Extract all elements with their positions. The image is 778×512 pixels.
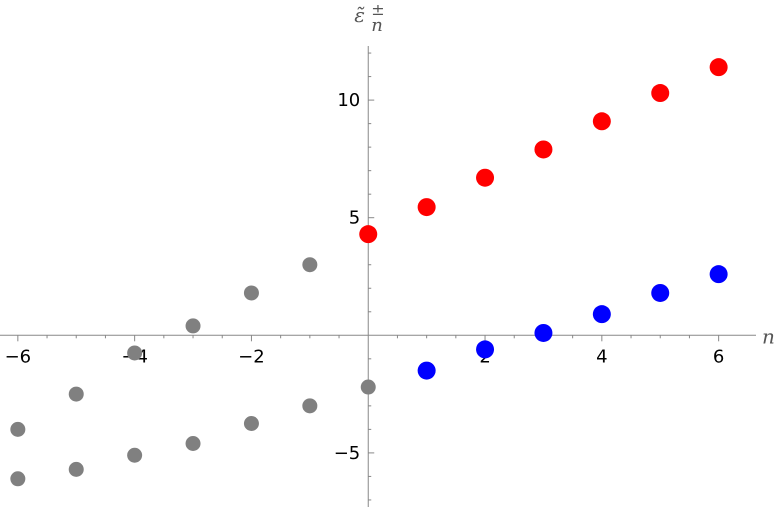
data-point [592, 112, 611, 131]
x-axis-label: n [762, 324, 775, 348]
data-point [534, 323, 553, 342]
data-point [68, 461, 84, 477]
y-tick-label: −5 [334, 443, 361, 464]
data-point [359, 225, 378, 244]
y-axis-label-base: ε̃ [354, 3, 365, 27]
x-tick-label: −2 [238, 346, 265, 367]
data-point [243, 285, 259, 301]
data-point [651, 283, 670, 302]
data-point [476, 168, 495, 187]
y-axis-label-superscript: ± [371, 0, 384, 19]
data-point [592, 305, 611, 324]
data-point [709, 265, 728, 284]
axes [0, 46, 756, 507]
data-points [10, 58, 728, 487]
x-ticks: −6−4−2246 [5, 335, 724, 367]
x-tick-label: 4 [596, 346, 607, 367]
data-point [127, 345, 143, 361]
data-point [417, 198, 436, 217]
data-point [10, 421, 26, 437]
data-point [417, 361, 436, 380]
y-axis-label-subscript: n [371, 15, 383, 36]
data-point [302, 257, 318, 273]
data-point [709, 58, 728, 77]
data-point [185, 435, 201, 451]
data-point [127, 447, 143, 463]
data-point [651, 84, 670, 103]
y-axis-label: ε̃ [354, 3, 365, 27]
data-point [534, 140, 553, 159]
data-point [185, 318, 201, 334]
x-tick-label: 6 [713, 346, 724, 367]
data-point [68, 386, 84, 402]
data-point [10, 471, 26, 487]
data-point [243, 416, 259, 432]
y-tick-label: 5 [349, 208, 360, 229]
y-tick-label: 10 [337, 90, 360, 111]
data-point [476, 340, 495, 359]
data-point [302, 398, 318, 414]
data-point [360, 379, 376, 395]
x-tick-label: −6 [5, 346, 32, 367]
